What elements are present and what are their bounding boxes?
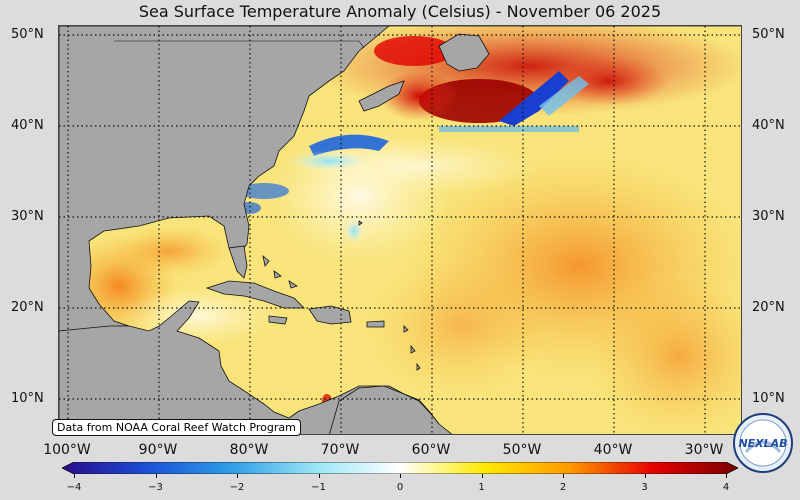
border-line <box>114 40 365 49</box>
nexlab-logo: NEXLAB <box>733 413 793 473</box>
colorbar <box>62 462 738 474</box>
lon-label-80w: 80°W <box>229 442 269 458</box>
colorbar-bar <box>62 462 738 474</box>
colorbar-tick-label: 3 <box>641 482 648 493</box>
lon-label-100w: 100°W <box>43 442 91 458</box>
colorbar-tick-label: −2 <box>229 482 245 493</box>
newfoundland-island <box>438 33 490 72</box>
map-title: Sea Surface Temperature Anomaly (Celsius… <box>138 2 662 21</box>
lat-label-20n-right: 20°N <box>752 300 785 315</box>
logo-wordmark: NEXLAB <box>738 437 787 450</box>
map-canvas <box>59 26 741 434</box>
lat-label-10n-right: 10°N <box>752 391 785 406</box>
colorbar-tickmark <box>726 474 727 478</box>
colorbar-tick-label: 1 <box>478 482 485 493</box>
colorbar-tick-label: 0 <box>396 482 404 493</box>
lon-label-70w: 70°W <box>320 442 360 458</box>
lon-label-90w: 90°W <box>138 442 178 458</box>
lon-label-40w: 40°W <box>593 442 633 458</box>
lon-label-30w: 30°W <box>684 442 724 458</box>
colorbar-tickmark <box>74 474 75 478</box>
lat-label-10n-left: 10°N <box>11 391 44 406</box>
lat-label-40n-left: 40°N <box>11 118 44 133</box>
colorbar-tick-label: −4 <box>66 482 82 493</box>
graticule <box>59 26 741 434</box>
lon-label-60w: 60°W <box>411 442 451 458</box>
colorbar-tick-label: 4 <box>722 482 730 493</box>
cuba-island <box>205 280 305 309</box>
colorbar-tickmark <box>155 474 157 478</box>
south-america-land <box>329 385 453 434</box>
colorbar-tickmark <box>400 474 401 478</box>
lat-label-50n-right: 50°N <box>752 27 785 42</box>
data-source-note: Data from NOAA Coral Reef Watch Program <box>52 419 301 436</box>
colorbar-tickmark <box>481 474 483 478</box>
colorbar-tickmark <box>237 474 238 478</box>
sst-anomaly-map[interactable] <box>58 25 742 435</box>
colorbar-tickmark <box>563 474 564 478</box>
lon-label-50w: 50°W <box>502 442 542 458</box>
colorbar-tick-label: −1 <box>311 482 326 493</box>
colorbar-tickmark <box>318 474 320 478</box>
colorbar-tick-label: −3 <box>148 482 163 493</box>
lat-label-50n-left: 50°N <box>11 27 44 42</box>
cold-anomaly-streak <box>499 71 569 126</box>
lat-label-20n-left: 20°N <box>11 300 44 315</box>
colorbar-tick-label: 2 <box>559 482 567 493</box>
colorbar-tickmark <box>644 474 646 478</box>
lat-label-30n-right: 30°N <box>752 209 785 224</box>
lat-label-40n-right: 40°N <box>752 118 785 133</box>
lat-label-30n-left: 30°N <box>11 209 44 224</box>
